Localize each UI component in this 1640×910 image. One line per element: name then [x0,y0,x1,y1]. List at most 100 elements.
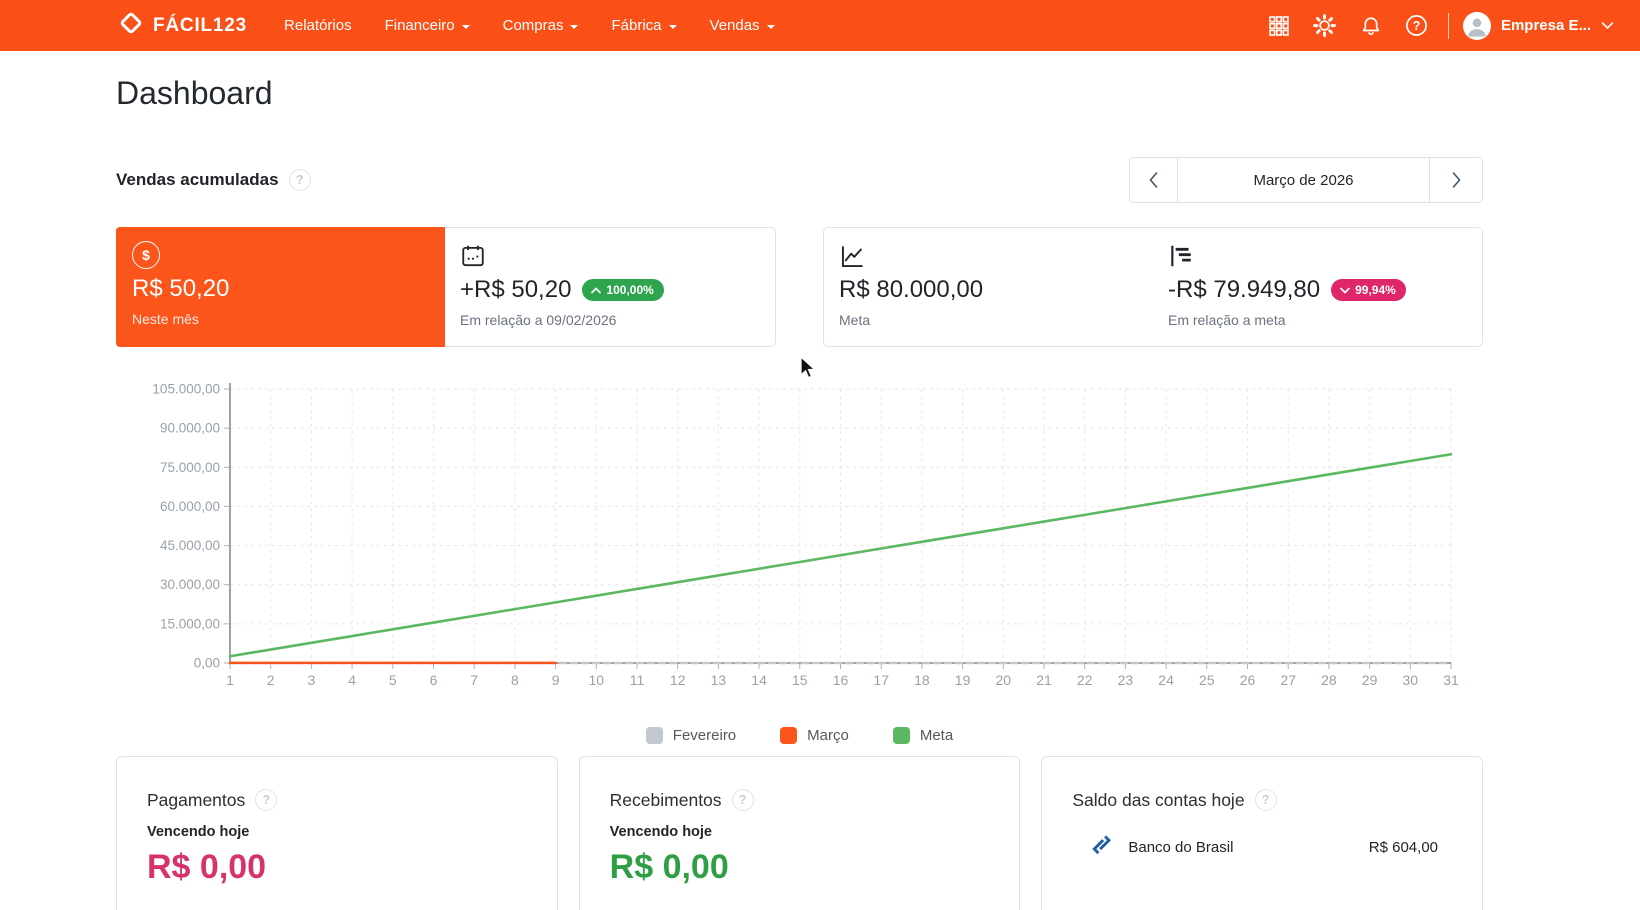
account-menu[interactable]: Empresa E... [1462,11,1614,40]
stat-vs-previous: +R$ 50,20 100,00% Em relação a 09/02/202… [445,228,774,346]
card-title: Pagamentos [147,789,246,810]
settings-gear-icon[interactable] [1302,6,1348,46]
svg-text:7: 7 [470,672,478,688]
badge-text: 99,94% [1355,283,1396,297]
legend-item-meta[interactable]: Meta [892,727,954,744]
arrow-up-icon [591,286,602,293]
svg-text:23: 23 [1118,672,1134,688]
calendar-icon [460,241,758,271]
svg-text:1: 1 [226,672,234,688]
stat-value: +R$ 50,20 [460,276,572,303]
help-icon[interactable]: ? [1254,789,1277,811]
svg-text:90.000,00: 90.000,00 [160,421,220,436]
svg-text:28: 28 [1321,672,1337,688]
bottom-cards-row: Pagamentos ? Vencendo hoje R$ 0,00 Receb… [116,756,1484,910]
svg-text:9: 9 [552,672,560,688]
sales-stat-card: $ R$ 50,20 Neste mês +R$ 50,20 [116,227,776,347]
stat-vs-meta: -R$ 79.949,80 99,94% Em relação a meta [1153,228,1482,346]
line-chart-icon [839,241,1137,271]
stat-value: -R$ 79.949,80 [1168,276,1321,303]
bank-balance: R$ 604,00 [1368,838,1439,856]
legend-label: Meta [919,727,954,744]
stat-label: Meta [839,312,871,328]
nav-vendas[interactable]: Vendas [710,17,775,34]
svg-text:25: 25 [1199,672,1215,688]
legend-swatch-icon [780,727,798,744]
stat-label: Neste mês [132,311,199,327]
caret-down-icon [668,24,677,29]
bars-icon [1168,241,1466,271]
user-avatar-icon [1462,11,1491,40]
help-icon[interactable]: ? [731,789,754,811]
svg-text:?: ? [1413,19,1421,33]
svg-text:18: 18 [914,672,930,688]
chevron-down-icon [1601,17,1614,35]
svg-text:45.000,00: 45.000,00 [160,538,220,553]
svg-text:75.000,00: 75.000,00 [160,460,220,475]
svg-text:11: 11 [630,672,645,688]
nav-financeiro[interactable]: Financeiro [385,17,470,34]
svg-text:15.000,00: 15.000,00 [160,616,220,631]
bank-name: Banco do Brasil [1128,838,1234,856]
nav-fabrica[interactable]: Fábrica [611,17,677,34]
page-title: Dashboard [116,75,273,111]
legend-item-marco[interactable]: Março [780,727,849,744]
next-month-button[interactable] [1429,157,1483,203]
bank-account-row: Banco do Brasil R$ 604,00 [1088,831,1438,863]
svg-text:22: 22 [1077,672,1093,688]
sales-section-title: Vendas acumuladas [116,170,279,189]
card-subtitle: Vencendo hoje [147,824,250,840]
help-icon[interactable]: ? [288,169,311,191]
main-content: Dashboard Vendas acumuladas ? Março de 2… [116,51,1484,910]
svg-text:8: 8 [511,672,519,688]
nav-label: Financeiro [384,17,455,34]
svg-text:10: 10 [589,672,605,688]
recebimentos-value: R$ 0,00 [609,848,729,886]
arrow-down-icon [1340,287,1350,294]
caret-down-icon [766,24,775,29]
main-nav: Relatórios Financeiro Compras Fábrica Ve… [284,17,775,34]
svg-text:26: 26 [1240,672,1256,688]
apps-grid-icon[interactable] [1256,6,1302,46]
badge-text: 100,00% [606,283,654,297]
recebimentos-card: Recebimentos ? Vencendo hoje R$ 0,00 [578,756,1021,910]
prev-month-button[interactable] [1129,157,1178,203]
pagamentos-value: R$ 0,00 [147,848,267,886]
sales-chart-area: 0,00 15.000,00 30.000,00 45.000,00 60.000,00… [116,380,1483,690]
stats-row: $ R$ 50,20 Neste mês +R$ 50,20 [116,227,1483,347]
nav-label: Vendas [709,17,760,34]
top-navbar: FÁCIL123 Relatórios Financeiro Compras F… [0,0,1640,51]
sales-chart: 0,00 15.000,00 30.000,00 45.000,00 60.000,00… [152,382,1459,689]
help-icon[interactable]: ? [255,789,278,811]
svg-text:19: 19 [955,672,971,688]
svg-text:12: 12 [670,672,686,688]
help-circle-icon[interactable]: ? [1394,6,1440,46]
svg-text:21: 21 [1036,672,1052,688]
notifications-bell-icon[interactable] [1348,6,1394,46]
dollar-icon: $ [132,241,160,269]
svg-text:5: 5 [389,672,397,688]
svg-text:20: 20 [996,672,1012,688]
card-title: Recebimentos [609,789,722,810]
caret-down-icon [461,24,470,29]
nav-label: Fábrica [611,17,662,34]
svg-text:16: 16 [833,672,849,688]
legend-item-fevereiro[interactable]: Fevereiro [645,727,736,744]
navbar-actions: ? Empresa E... [1256,6,1614,46]
month-navigator: Março de 2026 [1129,157,1483,203]
svg-text:17: 17 [873,672,889,688]
stat-value: R$ 80.000,00 [839,276,984,303]
svg-text:0,00: 0,00 [194,656,220,671]
svg-text:14: 14 [751,672,767,688]
brand-logo[interactable]: FÁCIL123 [118,10,247,41]
legend-swatch-icon [892,727,910,744]
percent-badge-up: 100,00% [582,279,664,301]
navbar-divider [1447,12,1449,39]
stat-current-month: $ R$ 50,20 Neste mês [116,227,445,347]
current-month-label[interactable]: Março de 2026 [1177,157,1430,203]
stat-meta: R$ 80.000,00 Meta [824,228,1153,346]
stat-label: Em relação a 09/02/2026 [460,312,617,328]
nav-compras[interactable]: Compras [503,17,579,34]
svg-text:15: 15 [792,672,808,688]
nav-relatorios[interactable]: Relatórios [284,17,352,34]
